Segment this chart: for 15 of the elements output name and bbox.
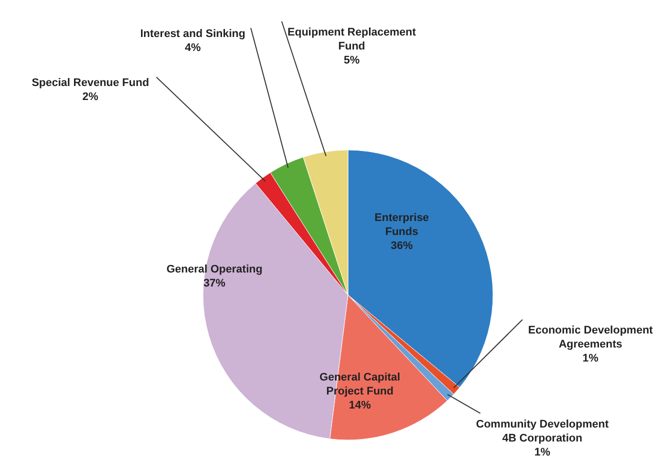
slice-label: Interest and Sinking bbox=[140, 28, 246, 40]
data-label: 1% bbox=[582, 352, 599, 365]
data-label: 1% bbox=[534, 446, 550, 458]
data-label: 4% bbox=[184, 42, 201, 54]
slice-label: Enterprise Funds bbox=[374, 212, 429, 238]
data-label: 5% bbox=[344, 54, 360, 66]
slice-label: Equipment Replacement Fund bbox=[288, 26, 416, 52]
slice-label: Special Revenue Fund bbox=[32, 77, 150, 90]
slice-label: Community Development 4B Corporation bbox=[476, 418, 609, 444]
slice-label: Economic Development Agreements bbox=[528, 324, 654, 351]
data-label: 14% bbox=[348, 400, 372, 412]
data-label: 36% bbox=[390, 240, 413, 252]
data-label: 37% bbox=[203, 277, 226, 290]
slice-label: General Operating bbox=[166, 263, 262, 276]
data-label: 2% bbox=[82, 91, 99, 104]
